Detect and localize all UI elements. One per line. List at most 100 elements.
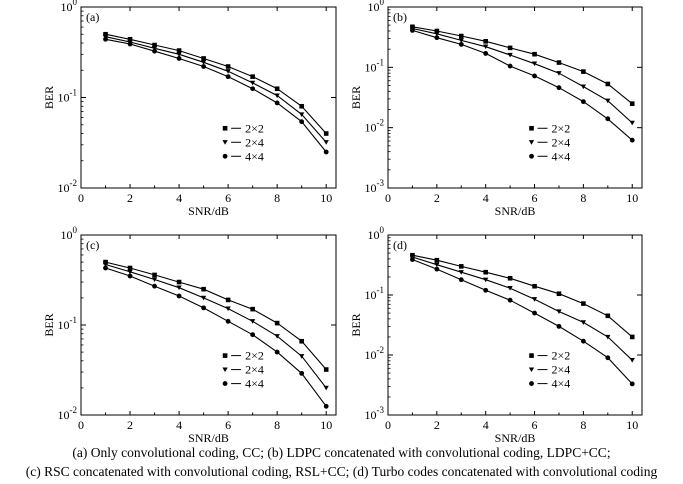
x-tick-label: 10 xyxy=(320,418,332,432)
data-point xyxy=(151,46,158,51)
data-point xyxy=(629,381,635,387)
series-triangle-down xyxy=(102,262,329,391)
data-point xyxy=(629,120,635,126)
data-point xyxy=(127,36,133,42)
data-point xyxy=(483,269,488,275)
data-point xyxy=(201,56,206,61)
legend-label: 2×4 xyxy=(552,363,571,377)
data-point xyxy=(556,60,562,65)
data-point xyxy=(605,81,611,87)
data-point xyxy=(249,80,256,86)
data-point xyxy=(225,318,231,324)
data-point xyxy=(532,73,537,79)
data-point xyxy=(176,52,182,57)
x-tick-label: 6 xyxy=(532,418,538,432)
x-tick-label: 10 xyxy=(320,191,332,205)
figure-caption-line-1: (a) Only convolutional coding, CC; (b) L… xyxy=(72,445,611,460)
data-point xyxy=(458,33,464,39)
data-point xyxy=(323,367,329,372)
x-tick-label: 6 xyxy=(225,191,231,205)
series-circle xyxy=(410,27,635,143)
data-point xyxy=(458,41,464,47)
y-tick-label: 10-2 xyxy=(365,118,385,135)
data-point xyxy=(556,309,562,315)
y-tick-label: 10-2 xyxy=(58,405,78,422)
data-point xyxy=(507,286,513,291)
y-axis-label: BER xyxy=(349,86,363,109)
data-point xyxy=(201,305,207,311)
y-tick-label: 10-2 xyxy=(365,345,385,362)
data-point xyxy=(176,48,182,53)
series-square xyxy=(410,24,635,106)
chart-panel-4: 0 2 4 6 8 10 100 10-1 10-2 10-3 SNR/dB BER (d) 2×22×4… xyxy=(349,225,643,444)
data-point xyxy=(556,291,562,297)
legend-marker xyxy=(529,153,534,159)
data-point xyxy=(225,74,231,80)
data-point xyxy=(201,64,207,69)
data-point xyxy=(176,293,182,299)
data-point xyxy=(580,99,586,105)
data-point xyxy=(200,295,207,301)
legend-label: 2×2 xyxy=(245,349,264,363)
y-tick-label: 100 xyxy=(61,225,78,242)
data-point xyxy=(605,355,611,361)
data-point xyxy=(299,370,305,376)
data-point xyxy=(103,265,108,271)
data-point xyxy=(434,28,440,34)
y-tick-label: 100 xyxy=(368,225,385,242)
series-line xyxy=(412,29,633,141)
data-point xyxy=(323,131,329,136)
legend-marker xyxy=(222,125,228,131)
legend-label: 2×4 xyxy=(552,135,571,149)
y-tick-label: 10-1 xyxy=(365,57,385,74)
x-tick-label: 4 xyxy=(483,191,489,205)
series-triangle-down xyxy=(102,34,329,145)
legend-marker xyxy=(222,140,228,145)
x-tick-label: 0 xyxy=(385,418,391,432)
legend-label: 2×2 xyxy=(552,121,571,135)
data-point xyxy=(483,287,489,293)
data-point xyxy=(434,31,440,37)
x-tick-label: 8 xyxy=(580,191,586,205)
x-tick-label: 4 xyxy=(176,191,182,205)
legend-label: 2×4 xyxy=(245,363,264,377)
series-triangle-down xyxy=(409,26,635,126)
data-point xyxy=(323,385,329,391)
x-tick-label: 0 xyxy=(78,418,84,432)
series-line xyxy=(412,256,633,361)
data-point xyxy=(605,313,611,319)
series-line xyxy=(412,258,633,385)
x-tick-label: 2 xyxy=(434,191,440,205)
data-point xyxy=(200,60,207,65)
data-point xyxy=(274,86,280,92)
data-point xyxy=(176,56,182,61)
data-point xyxy=(323,140,329,145)
data-point xyxy=(103,31,108,37)
data-point xyxy=(434,257,440,263)
data-point xyxy=(434,266,440,272)
plot-frame xyxy=(387,234,643,416)
x-tick-label: 10 xyxy=(626,418,638,432)
legend-marker xyxy=(222,153,228,159)
data-point xyxy=(102,262,109,268)
series-line xyxy=(105,263,327,389)
data-point xyxy=(410,257,415,262)
y-tick-label: 10-1 xyxy=(58,315,78,332)
data-point xyxy=(629,137,635,143)
data-point xyxy=(225,306,231,312)
legend-label: 2×4 xyxy=(245,135,264,149)
plot-frame xyxy=(80,6,337,189)
data-point xyxy=(531,61,538,67)
data-point xyxy=(507,63,513,69)
data-point xyxy=(201,286,206,292)
data-point xyxy=(458,38,464,43)
figure-caption-line-2: (c) RSC concatenated with convolutional … xyxy=(25,464,658,479)
y-tick-label: 10-3 xyxy=(365,405,385,422)
data-point xyxy=(274,93,280,99)
data-point xyxy=(176,279,182,285)
panel-label: (c) xyxy=(86,238,99,252)
data-point xyxy=(483,44,489,50)
data-point xyxy=(176,285,182,291)
y-tick-label: 10-2 xyxy=(58,178,78,195)
data-point xyxy=(580,338,586,344)
